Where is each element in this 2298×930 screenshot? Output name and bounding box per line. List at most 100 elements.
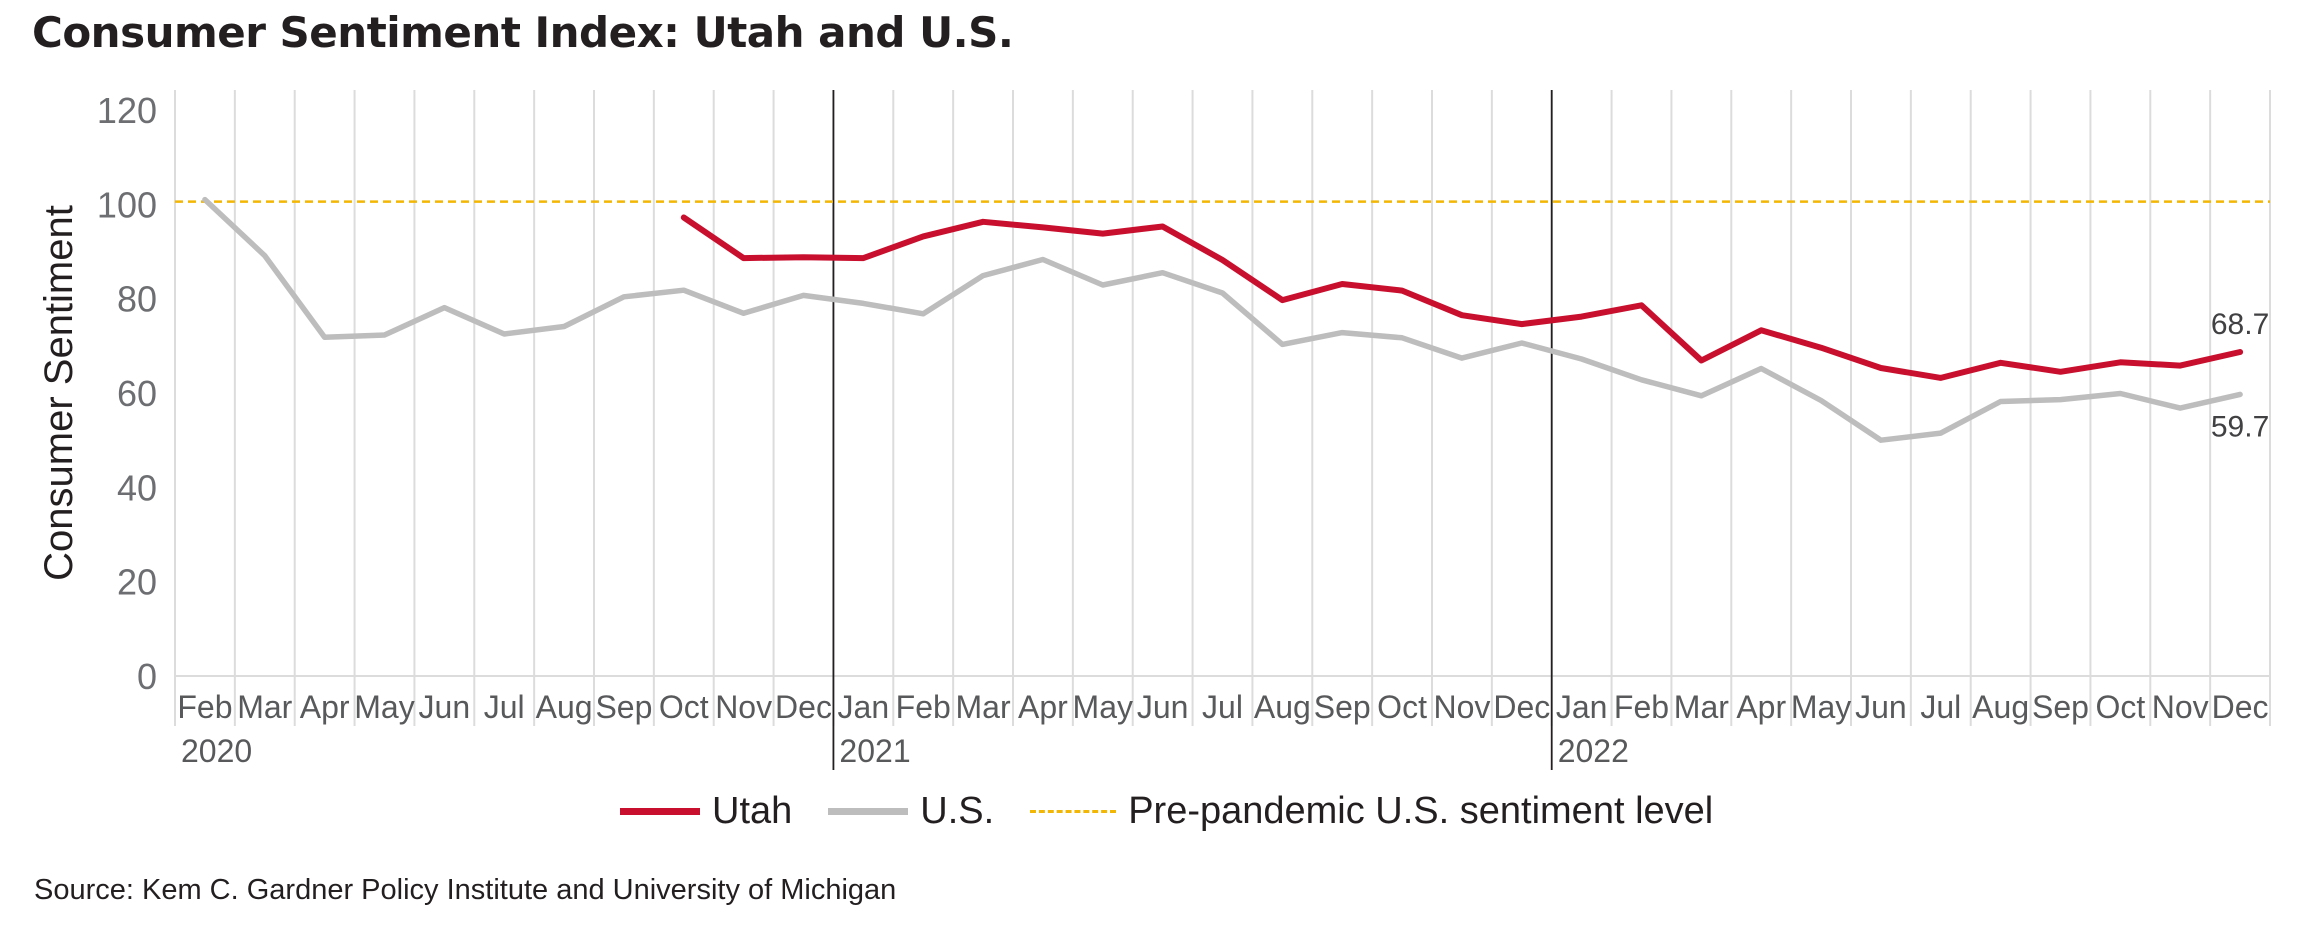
data-point-utah [1102,233,1104,235]
data-point-utah [803,256,804,258]
data-point-utah [1880,367,1882,369]
data-point-us [2179,407,2181,409]
x-tick-label: Mar [956,689,1011,725]
data-point-utah [1042,226,1044,228]
data-point-utah [1222,259,1223,261]
data-point-utah [1401,290,1403,292]
data-point-us [1760,367,1762,369]
data-point-us [443,307,445,309]
x-year-label: 2020 [181,733,252,769]
data-point-utah [1581,316,1583,318]
data-point-utah [2000,362,2002,364]
data-point-us [2239,393,2241,395]
x-tick-label: Jul [1202,689,1243,725]
x-tick-label: May [354,689,414,725]
data-point-us [1102,284,1104,286]
data-point-us [803,294,804,296]
data-point-us [2000,400,2002,402]
data-point-utah [1162,226,1164,228]
y-tick-label: 40 [117,467,157,508]
x-tick-label: Jun [1855,689,1907,725]
data-point-us [1401,337,1403,339]
source-note: Source: Kem C. Gardner Policy Institute … [34,874,897,906]
data-point-us [683,289,685,291]
data-point-utah [2060,371,2061,373]
y-axis-label: Consumer Sentiment [37,205,81,581]
legend-label-us: U.S. [920,790,995,832]
x-tick-label: Aug [1254,689,1311,725]
data-point-us [623,296,625,298]
x-tick-label: Sep [1314,689,1371,725]
data-point-utah [2239,351,2241,353]
data-point-utah [982,221,984,223]
x-tick-label: Sep [595,689,652,725]
x-year-label: 2022 [1558,733,1629,769]
legend-item-us: U.S. [828,790,994,833]
data-point-us [1162,272,1164,274]
x-tick-label: Apr [1736,689,1786,725]
y-tick-label: 60 [117,373,157,414]
chart-title: Consumer Sentiment Index: Utah and U.S. [32,8,1014,57]
legend-label-utah: Utah [712,790,793,832]
x-tick-label: Mar [237,689,292,725]
x-tick-label: Aug [1972,689,2029,725]
x-tick-label: May [1073,689,1133,725]
legend-swatch-utah [620,808,700,815]
data-point-utah [1820,347,1822,349]
x-tick-label: Oct [2095,689,2145,725]
x-tick-label: Jan [1556,689,1608,725]
data-point-us [1341,332,1343,334]
data-point-utah [1641,304,1642,306]
x-tick-label: Dec [2212,689,2269,725]
x-tick-label: Feb [177,689,232,725]
data-point-us [1940,432,1942,434]
x-tick-label: Jun [1137,689,1189,725]
x-tick-label: Jul [484,689,525,725]
data-point-us [743,312,745,314]
data-point-utah [1940,377,1942,379]
x-tick-label: Nov [715,689,772,725]
data-point-us [862,302,864,304]
x-tick-label: Oct [659,689,709,725]
data-point-us [1820,400,1822,402]
data-label-utah-end: 68.7 [2211,308,2269,341]
data-point-us [1581,358,1583,360]
data-point-us [982,275,984,277]
x-tick-label: Aug [536,689,593,725]
data-point-us [384,334,385,336]
data-point-us [1641,379,1642,381]
x-tick-label: Apr [1018,689,1068,725]
x-tick-label: Sep [2032,689,2089,725]
data-point-us [563,325,565,327]
data-point-us [1281,343,1283,345]
data-point-utah [743,257,745,259]
data-point-utah [1521,323,1523,325]
y-tick-label: 0 [137,656,157,697]
data-point-us [264,255,266,257]
data-point-us [2060,399,2061,401]
data-point-utah [1461,314,1463,316]
data-point-utah [862,257,864,259]
x-tick-label: Jun [419,689,471,725]
legend-item-pre-pandemic: Pre-pandemic U.S. sentiment level [1030,790,1713,833]
series-line-us [202,196,2243,443]
data-point-us [2119,392,2121,394]
legend-item-utah: Utah [620,790,792,833]
data-point-utah [2179,365,2181,367]
data-point-us [204,199,206,201]
x-tick-label: Oct [1377,689,1427,725]
x-tick-label: Feb [1614,689,1669,725]
x-year-label: 2021 [839,733,910,769]
data-point-us [324,336,326,338]
x-tick-label: Apr [300,689,350,725]
y-tick-label: 120 [97,90,157,131]
series-line-utah [680,214,2244,381]
x-tick-label: Mar [1674,689,1729,725]
x-tick-label: Nov [1433,689,1490,725]
x-tick-label: Dec [775,689,832,725]
data-point-us [1700,395,1702,397]
data-point-us [1521,342,1523,344]
data-point-us [1880,439,1882,441]
data-point-utah [922,235,924,237]
